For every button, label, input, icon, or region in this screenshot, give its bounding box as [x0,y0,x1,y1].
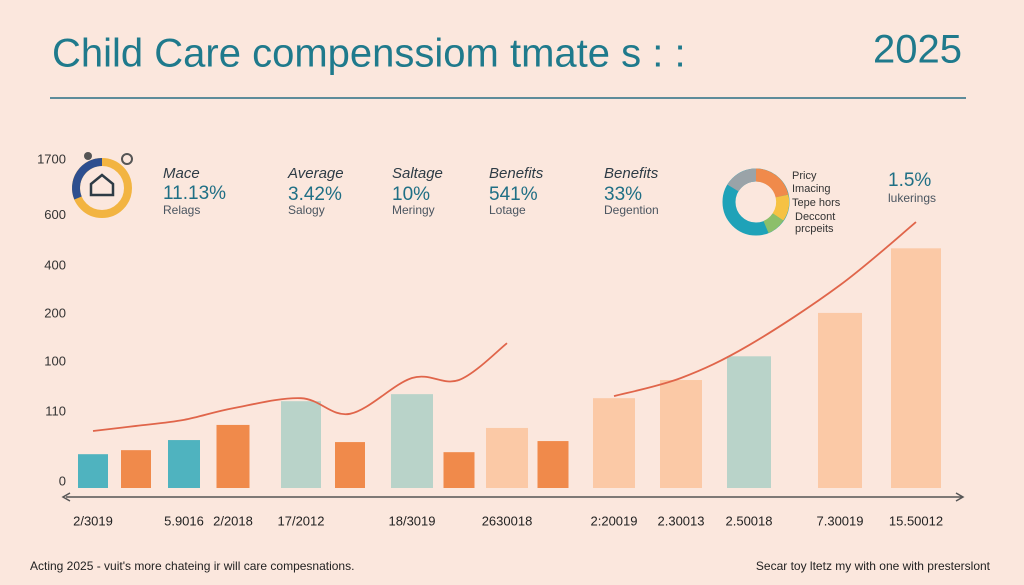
bar [391,394,433,488]
y-tick-label: 1700 [37,151,66,166]
stat-sub: Degention [604,203,659,217]
legend-text: Imacing [792,183,831,195]
legend-text: Deccont [795,211,835,223]
chart-title: Child Care compenssiom tmate s : : [52,32,686,76]
clock-icon [72,152,133,218]
footer-right: Secar toy ltetz my with one with prester… [756,559,991,573]
stat-sub: lukerings [888,191,936,205]
trend-line [92,342,508,432]
stat-sub: Meringy [392,203,435,217]
bar [660,380,702,488]
x-tick-label: 7.30019 [817,513,864,528]
y-tick-label: 100 [44,353,66,368]
bar [891,248,941,488]
y-tick-label: 110 [45,404,66,419]
stat-heading: Benefits [489,165,544,182]
bar [78,454,108,488]
x-tick-label: 5.9016 [164,513,204,528]
y-tick-label: 400 [44,257,66,272]
bar [593,398,635,488]
x-tick-label: 2.50018 [726,513,773,528]
y-tick-label: 200 [44,305,66,320]
legend-text: prcpeits [795,223,834,235]
bar [727,356,771,488]
bar [486,427,528,488]
stat-sub: Salogy [288,203,325,217]
donut [722,168,790,236]
stat-heading: Saltage [392,165,443,182]
x-tick-label: 2630018 [482,513,533,528]
stat-sub: Lotage [489,203,526,217]
x-tick-label: 17/2012 [278,513,325,528]
stat-value: 11.13% [163,183,226,204]
x-tick-label: 18/3019 [389,513,436,528]
bar [335,442,365,488]
title-year: 2025 [873,28,962,72]
stat-heading: Average [287,165,344,182]
bar [216,424,250,488]
bar [281,401,321,488]
bar [537,441,569,488]
stat-value: 3.42% [288,184,342,205]
stat-value: 10% [392,184,430,205]
bar [121,450,151,488]
x-tick-label: 2:20019 [591,513,638,528]
bar [818,312,862,488]
legend-text: Pricy [792,170,817,182]
x-tick-label: 15.50012 [889,513,943,528]
stat-heading: Mace [163,165,200,182]
footer-left: Acting 2025 - vuit's more chateing ir wi… [30,559,354,573]
axis-arrows [61,492,965,502]
trend-line [613,221,917,398]
x-tick-label: 2/2018 [213,513,253,528]
y-tick-label: 0 [59,473,66,488]
x-tick-label: 2/3019 [73,513,113,528]
stat-heading: Benefits [604,165,659,182]
legend-text: Tepe hors [792,197,841,209]
stat-value: 33% [604,184,642,205]
stat-sub: Relags [163,203,200,217]
stat-value: 541% [489,184,538,205]
y-tick-label: 600 [44,207,66,222]
stat-value: 1.5% [888,170,931,191]
x-tick-label: 2.30013 [658,513,705,528]
bar [168,440,200,488]
bar [443,452,475,488]
